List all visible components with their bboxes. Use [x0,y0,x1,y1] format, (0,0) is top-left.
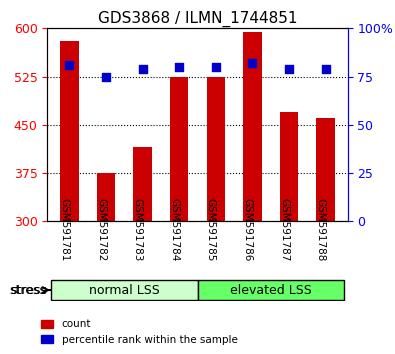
Text: GSM591783: GSM591783 [133,198,143,262]
Point [322,66,329,72]
Text: GSM591786: GSM591786 [243,198,252,262]
Title: GDS3868 / ILMN_1744851: GDS3868 / ILMN_1744851 [98,11,297,27]
Point [249,60,256,66]
Point [103,74,109,79]
Text: normal LSS: normal LSS [89,284,160,297]
Text: GSM591782: GSM591782 [96,198,106,262]
Point [139,66,146,72]
FancyBboxPatch shape [198,280,344,300]
Bar [207,76,225,221]
Point [286,66,292,72]
Text: GSM591787: GSM591787 [279,198,289,262]
Bar [97,173,115,221]
Legend: count, percentile rank within the sample: count, percentile rank within the sample [37,315,242,349]
Text: GSM591788: GSM591788 [316,198,325,262]
Text: GSM591781: GSM591781 [59,198,70,262]
Text: GSM591784: GSM591784 [169,198,179,262]
Point [213,64,219,70]
Bar [243,32,261,221]
Text: GSM591785: GSM591785 [206,198,216,262]
Point [176,64,182,70]
FancyBboxPatch shape [51,280,198,300]
Bar [60,41,79,221]
Text: stress: stress [9,284,47,297]
Bar [316,118,335,221]
Bar [280,112,298,221]
Text: stress: stress [10,284,47,297]
Bar [170,76,188,221]
Text: elevated LSS: elevated LSS [230,284,312,297]
Point [66,62,73,68]
Bar [134,147,152,221]
